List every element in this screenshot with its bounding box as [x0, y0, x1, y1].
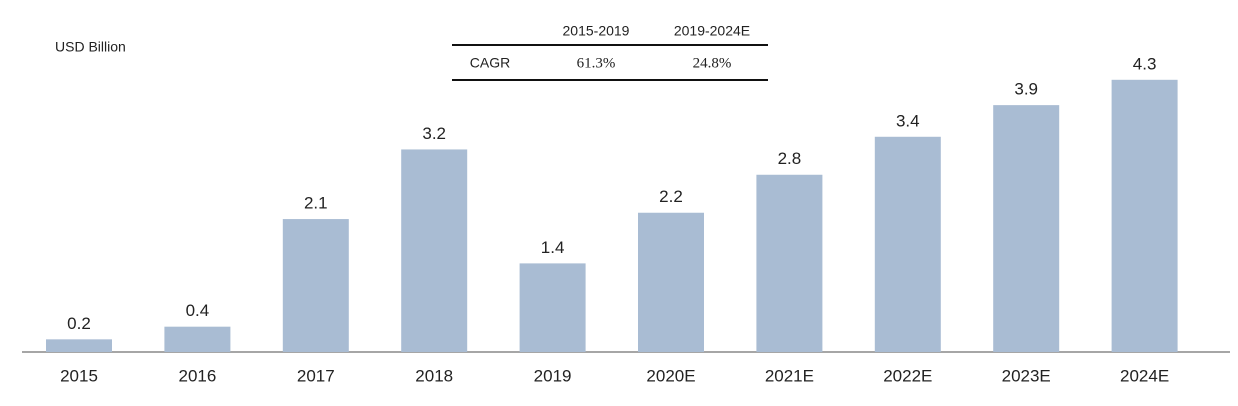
bar — [282, 219, 349, 352]
x-tick-label: 2024E — [1120, 366, 1169, 385]
bar — [638, 212, 704, 352]
bar — [519, 263, 586, 352]
x-tick-label: 2023E — [1002, 366, 1051, 385]
x-tick-label: 2022E — [883, 366, 932, 385]
table-cell: 61.3% — [577, 55, 616, 71]
unit-label: USD Billion — [55, 39, 126, 55]
bar — [993, 105, 1060, 352]
x-tick-label: 2019 — [534, 366, 572, 385]
bar — [756, 174, 823, 352]
bar — [401, 149, 468, 352]
value-label: 3.9 — [1014, 80, 1038, 99]
x-tick-label: 2016 — [178, 366, 216, 385]
x-tick-label: 2018 — [415, 366, 453, 385]
bar — [46, 339, 112, 352]
x-tick-label: 2021E — [765, 366, 814, 385]
value-label: 2.8 — [778, 149, 802, 168]
x-tick-label: 2017 — [297, 366, 335, 385]
value-label: 2.2 — [659, 187, 683, 206]
bar — [1111, 79, 1178, 352]
table-header: 2015-2019 — [563, 23, 630, 39]
value-label: 3.2 — [422, 124, 446, 143]
bar — [164, 326, 231, 352]
table-row-label: CAGR — [470, 55, 510, 71]
table-header: 2019-2024E — [674, 23, 750, 39]
x-tick-label: 2015 — [60, 366, 98, 385]
value-label: 1.4 — [541, 238, 565, 257]
value-label: 3.4 — [896, 111, 920, 130]
bar — [874, 136, 941, 352]
x-tick-label: 2020E — [646, 366, 695, 385]
value-label: 0.2 — [67, 314, 91, 333]
value-label: 0.4 — [186, 301, 210, 320]
table-cell: 24.8% — [693, 55, 732, 71]
value-label: 4.3 — [1133, 54, 1157, 73]
value-label: 2.1 — [304, 194, 328, 213]
